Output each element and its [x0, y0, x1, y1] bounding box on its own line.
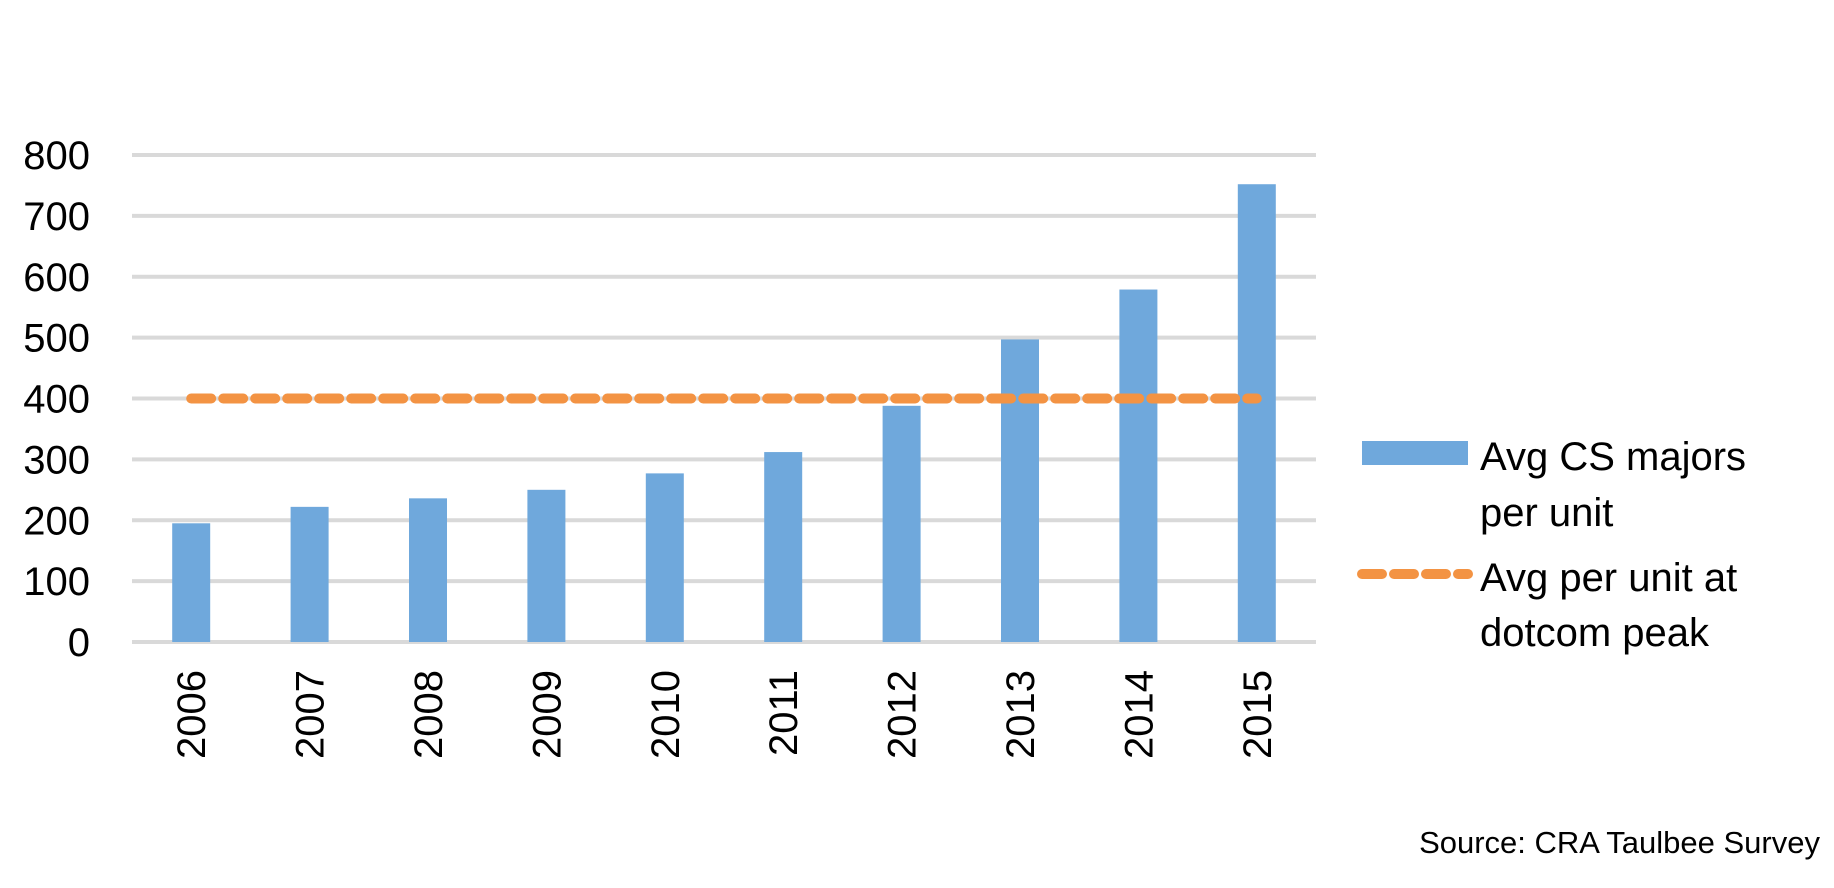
x-tick-label: 2014: [1117, 670, 1161, 759]
legend-label-bar-line2: per unit: [1480, 491, 1613, 535]
y-tick-label: 200: [23, 499, 90, 543]
bar-2009: [527, 489, 566, 642]
y-axis-ticks: 0 100 200 300 400 500 600 700 800: [23, 134, 90, 665]
legend-label-peak-line1: Avg per unit at: [1480, 556, 1737, 600]
y-tick-label: 300: [23, 438, 90, 482]
y-tick-label: 500: [23, 317, 90, 361]
y-tick-label: 400: [23, 378, 90, 422]
x-tick-label: 2006: [170, 670, 214, 759]
bar-2007: [290, 506, 329, 642]
y-tick-label: 700: [23, 195, 90, 239]
x-tick-label: 2012: [881, 670, 925, 759]
x-tick-label: 2011: [762, 670, 806, 756]
y-tick-label: 600: [23, 256, 90, 300]
bar-2012: [882, 405, 921, 642]
bar-series: [172, 184, 1276, 642]
x-tick-label: 2007: [289, 670, 333, 759]
x-axis-ticks: 2006 2007 2008 2009 2010 2011 2012 2013 2014 2015: [170, 670, 1280, 759]
x-tick-label: 2008: [407, 670, 451, 759]
legend: Avg CS majors per unit Avg per unit at d…: [1357, 435, 1746, 655]
legend-label-peak-line2: dotcom peak: [1480, 611, 1710, 655]
legend-swatch-bar: [1362, 441, 1468, 465]
y-tick-label: 0: [68, 621, 90, 665]
x-tick-label: 2010: [644, 670, 688, 759]
legend-label-bar-line1: Avg CS majors: [1480, 435, 1746, 479]
bar-2006: [172, 523, 211, 642]
bar-2013: [1001, 339, 1039, 642]
bar-2011: [764, 452, 803, 642]
bar-2014: [1119, 289, 1158, 642]
y-tick-label: 100: [23, 560, 90, 604]
bar-2008: [409, 498, 447, 642]
source-note: Source: CRA Taulbee Survey: [1419, 825, 1820, 860]
bar-2010: [645, 473, 684, 642]
x-tick-label: 2015: [1236, 670, 1280, 759]
x-tick-label: 2013: [999, 670, 1043, 759]
x-tick-label: 2009: [525, 670, 569, 759]
y-tick-label: 800: [23, 134, 90, 178]
bar-2015: [1237, 184, 1276, 642]
